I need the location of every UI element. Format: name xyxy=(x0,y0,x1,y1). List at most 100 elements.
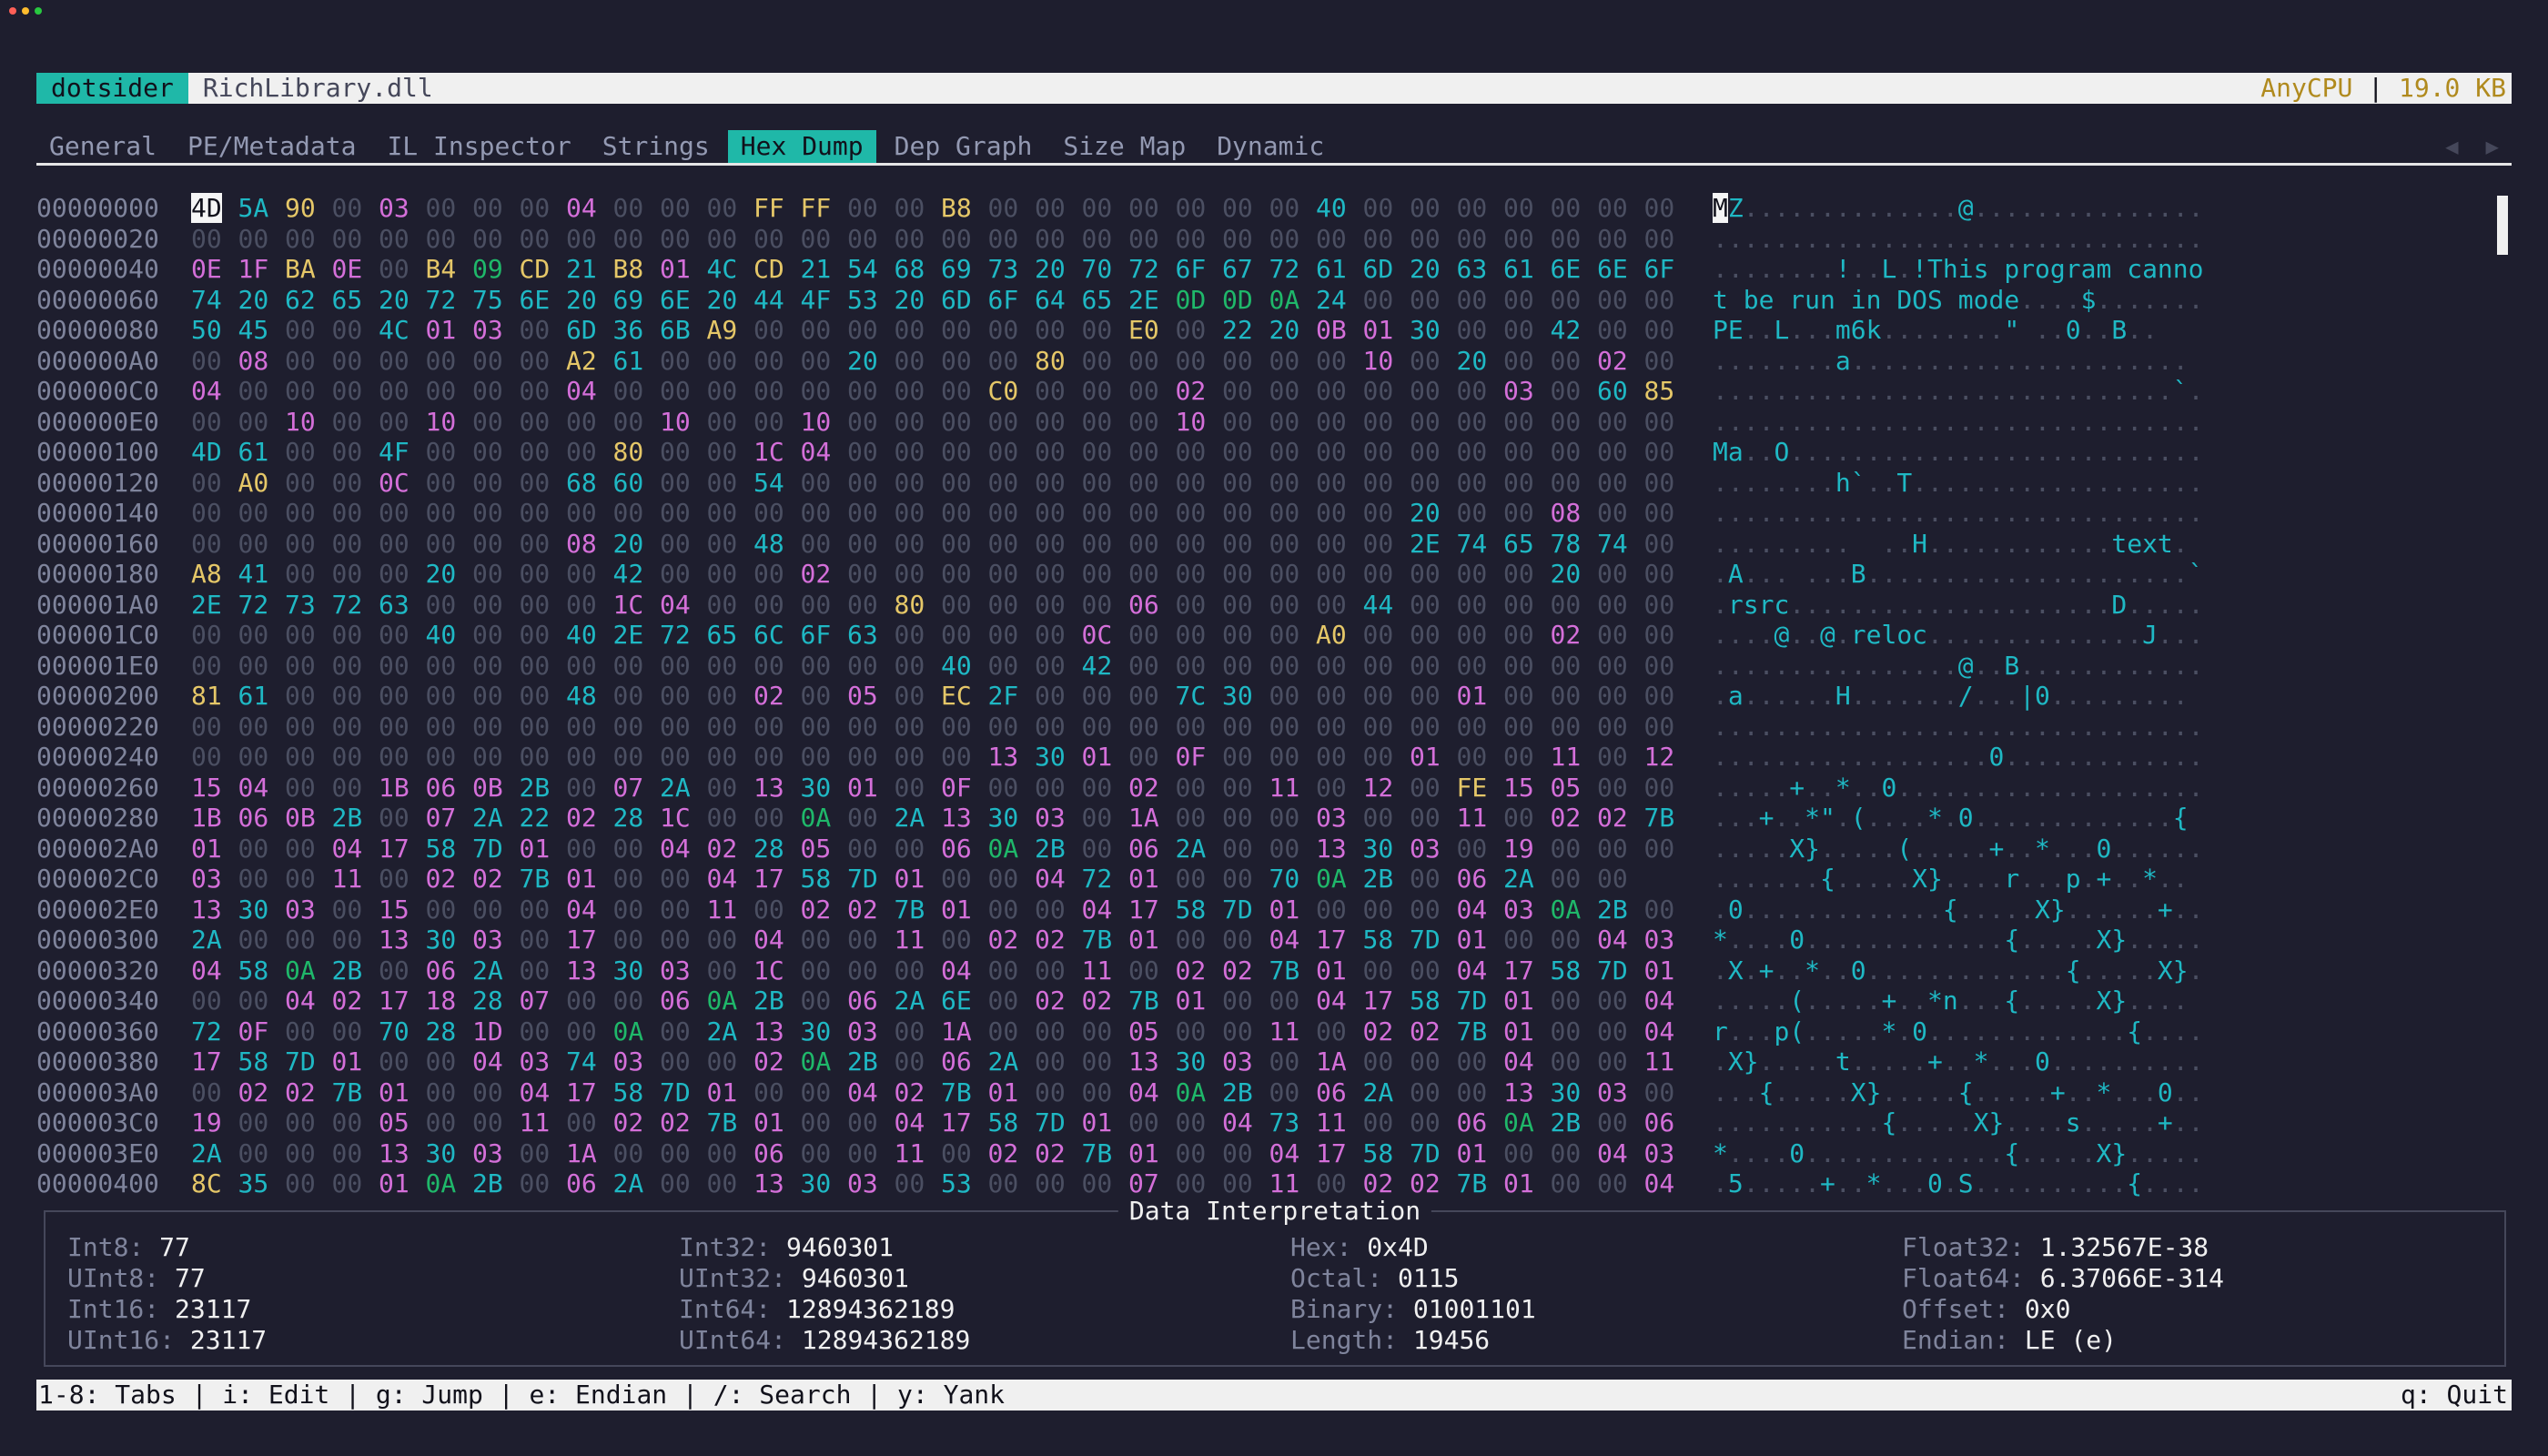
hex-byte[interactable]: 00 xyxy=(612,711,644,742)
hex-byte[interactable]: 00 xyxy=(1643,711,1675,742)
hex-byte[interactable]: 06 xyxy=(941,1046,972,1077)
hex-row[interactable]: 00000220 00 00 00 00 00 00 00 00 00 00 00 00 00 00 00 00… xyxy=(36,712,2493,743)
hex-byte[interactable]: 58 xyxy=(238,1046,269,1077)
hex-byte[interactable]: 00 xyxy=(285,1168,316,1198)
hex-byte[interactable]: 21 xyxy=(566,254,597,284)
hex-byte[interactable]: 01 xyxy=(847,772,878,803)
hex-byte[interactable]: 00 xyxy=(941,1138,972,1168)
hex-byte[interactable]: 00 xyxy=(1081,437,1113,467)
hex-byte[interactable]: 00 xyxy=(1597,864,1628,894)
hex-byte[interactable]: 00 xyxy=(425,498,457,528)
hex-byte[interactable]: 00 xyxy=(331,437,363,467)
hex-byte[interactable]: 01 xyxy=(1081,742,1113,772)
hex-byte[interactable]: 00 xyxy=(331,650,363,681)
hex-byte[interactable]: 03 xyxy=(191,864,222,894)
hex-byte[interactable]: 2A xyxy=(612,1168,644,1198)
hex-byte[interactable]: 00 xyxy=(285,833,316,864)
hex-byte[interactable]: 2A xyxy=(1503,864,1534,894)
hex-byte[interactable]: 00 xyxy=(1081,193,1113,223)
hex-byte[interactable]: 00 xyxy=(847,711,878,742)
hex-row[interactable]: 00000200 81 61 00 00 00 00 00 00 48 00 00 00 02 00 05 00… xyxy=(36,681,2493,712)
hex-byte[interactable]: 00 xyxy=(800,498,832,528)
hex-byte[interactable]: 00 xyxy=(1128,681,1159,711)
hex-byte[interactable]: 00 xyxy=(1035,589,1066,620)
hex-byte[interactable]: 0A xyxy=(285,955,316,986)
hex-byte[interactable]: 58 xyxy=(238,955,269,986)
hex-byte[interactable]: 00 xyxy=(1269,833,1300,864)
hex-byte[interactable]: 01 xyxy=(379,1077,410,1107)
hex-byte[interactable]: 06 xyxy=(425,772,457,803)
hex-byte[interactable]: 15 xyxy=(1503,772,1534,803)
hex-byte[interactable]: 17 xyxy=(566,925,597,955)
hex-byte[interactable]: 01 xyxy=(706,1077,738,1107)
hex-byte[interactable]: 00 xyxy=(612,498,644,528)
hex-byte[interactable]: 00 xyxy=(987,620,1019,650)
hex-byte[interactable]: 00 xyxy=(987,711,1019,742)
hex-byte[interactable]: 00 xyxy=(1362,559,1394,589)
hex-byte[interactable]: 00 xyxy=(285,772,316,803)
hex-byte[interactable]: 00 xyxy=(1362,1107,1394,1138)
hex-byte[interactable]: 7B xyxy=(331,1077,363,1107)
hex-byte[interactable]: 0C xyxy=(379,467,410,498)
hex-row[interactable]: 000002C0 03 00 00 11 00 02 02 7B 01 00 00 04 17 58 7D 01… xyxy=(36,864,2493,895)
hex-byte[interactable]: 00 xyxy=(1035,498,1066,528)
hex-byte[interactable]: 00 xyxy=(379,345,410,376)
hex-byte[interactable]: 00 xyxy=(1410,620,1441,650)
hex-byte[interactable]: 00 xyxy=(1503,559,1534,589)
hex-byte[interactable]: 00 xyxy=(1643,589,1675,620)
hex-byte[interactable]: 00 xyxy=(1269,559,1300,589)
hex-byte[interactable]: 06 xyxy=(753,1138,784,1168)
hex-byte[interactable]: A0 xyxy=(238,467,269,498)
hex-byte[interactable]: 06 xyxy=(1456,1107,1488,1138)
hex-byte[interactable]: 02 xyxy=(706,833,738,864)
hex-byte[interactable]: B4 xyxy=(425,254,457,284)
quit-hint[interactable]: q: Quit xyxy=(2400,1380,2508,1410)
hex-byte[interactable]: A9 xyxy=(706,315,738,345)
hex-byte[interactable]: 72 xyxy=(1269,254,1300,284)
hex-byte[interactable]: 00 xyxy=(285,376,316,406)
hex-byte[interactable]: 40 xyxy=(941,650,972,681)
hex-byte[interactable]: 00 xyxy=(331,376,363,406)
hex-byte[interactable]: 00 xyxy=(1362,1046,1394,1077)
hex-byte[interactable]: 00 xyxy=(612,864,644,894)
hex-byte[interactable]: 00 xyxy=(1503,223,1534,254)
tab-general[interactable]: General xyxy=(49,131,157,161)
hex-byte[interactable]: 00 xyxy=(987,772,1019,803)
hex-byte[interactable]: 00 xyxy=(847,467,878,498)
hex-byte[interactable]: 01 xyxy=(191,833,222,864)
hex-byte[interactable]: 02 xyxy=(1035,1138,1066,1168)
hex-byte[interactable]: 7B xyxy=(941,1077,972,1107)
hex-byte[interactable]: 00 xyxy=(941,223,972,254)
hex-byte[interactable]: 00 xyxy=(1410,681,1441,711)
hex-byte[interactable]: 00 xyxy=(238,406,269,437)
hex-byte[interactable]: 00 xyxy=(987,193,1019,223)
hex-row[interactable]: 00000260 15 04 00 00 1B 06 0B 2B 00 07 2A 00 13 30 01 00… xyxy=(36,773,2493,804)
hex-byte[interactable]: 00 xyxy=(1269,528,1300,559)
hex-byte[interactable]: 00 xyxy=(1128,223,1159,254)
hex-byte[interactable]: 00 xyxy=(379,711,410,742)
hex-byte[interactable]: 30 xyxy=(1222,681,1253,711)
hex-byte[interactable]: 11 xyxy=(894,1138,925,1168)
hex-byte[interactable]: 13 xyxy=(566,955,597,986)
hex-byte[interactable]: 00 xyxy=(660,864,691,894)
hex-byte[interactable]: 00 xyxy=(1175,925,1207,955)
hex-byte[interactable]: 00 xyxy=(425,1046,457,1077)
hex-byte[interactable]: 01 xyxy=(753,1107,784,1138)
hex-byte[interactable]: 00 xyxy=(379,223,410,254)
hex-byte[interactable]: 10 xyxy=(1362,345,1394,376)
hex-byte[interactable]: 00 xyxy=(1597,1168,1628,1198)
hex-byte[interactable]: 00 xyxy=(1316,498,1347,528)
hex-byte[interactable]: 00 xyxy=(706,1046,738,1077)
hex-byte[interactable]: 06 xyxy=(1128,589,1159,620)
hex-byte[interactable]: 00 xyxy=(238,528,269,559)
hex-byte[interactable]: 58 xyxy=(425,833,457,864)
hex-byte[interactable]: 42 xyxy=(1081,650,1113,681)
hex-byte[interactable]: 00 xyxy=(331,193,363,223)
hex-byte[interactable]: 00 xyxy=(1316,681,1347,711)
hex-byte[interactable]: 00 xyxy=(1597,1046,1628,1077)
hex-byte[interactable]: 06 xyxy=(1456,864,1488,894)
hex-byte[interactable]: 04 xyxy=(1643,1016,1675,1046)
hex-byte[interactable]: 00 xyxy=(987,559,1019,589)
hex-byte[interactable]: 00 xyxy=(566,1107,597,1138)
hex-byte[interactable]: 03 xyxy=(847,1168,878,1198)
